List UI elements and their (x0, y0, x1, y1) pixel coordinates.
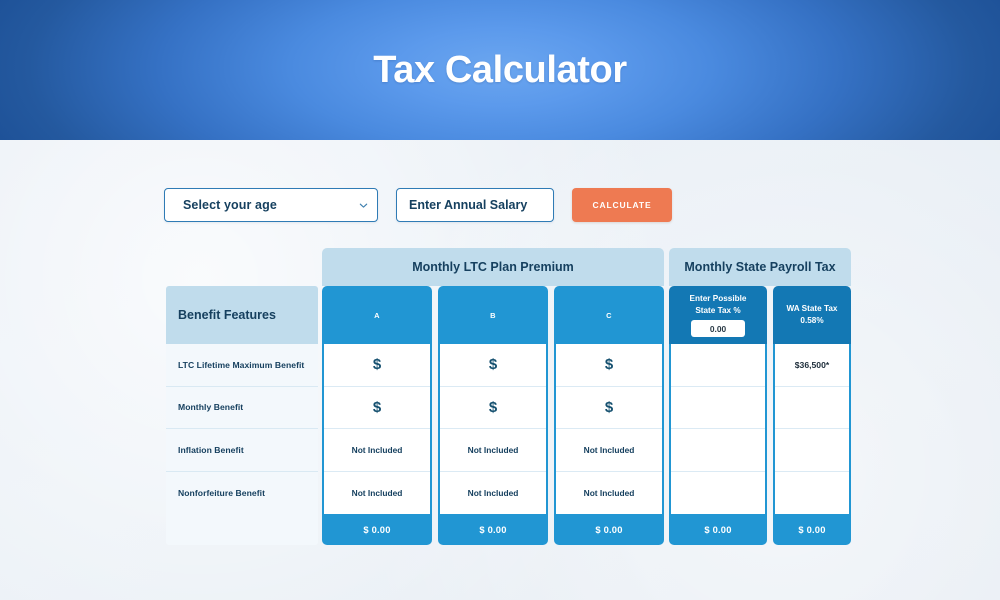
column-b-label: B (490, 310, 496, 320)
age-select-label: Select your age (183, 198, 277, 212)
column-wa-state-tax-title-line1: WA State Tax (786, 304, 838, 314)
cell-value: Not Included (467, 487, 519, 498)
cell-value: Not Included (467, 444, 519, 455)
group-header-label: Monthly State Payroll Tax (684, 260, 836, 274)
feature-label-column: Benefit Features LTC Lifetime Maximum Be… (166, 286, 318, 545)
table-row (775, 387, 849, 429)
column-wa-state-tax-body: $36,500* (773, 344, 851, 514)
column-wa-state-tax-total: $ 0.00 (773, 514, 851, 545)
group-monthly-ltc-plan-premium: Monthly LTC Plan Premium A $ (322, 248, 664, 545)
cell-value: Not Included (351, 487, 403, 498)
column-state-tax: Enter Possible State Tax % (669, 286, 767, 545)
table-row: Not Included (556, 429, 662, 472)
state-tax-percent-input[interactable] (691, 320, 745, 338)
feature-label: Monthly Benefit (178, 402, 244, 413)
table-row (671, 344, 765, 387)
column-wa-state-tax-header: WA State Tax 0.58% (773, 286, 851, 344)
table-row: Not Included (440, 429, 546, 472)
feature-label-list: LTC Lifetime Maximum Benefit Monthly Ben… (166, 344, 318, 514)
feature-column-header: Benefit Features (166, 286, 318, 344)
column-a-total: $ 0.00 (322, 514, 432, 545)
column-state-tax-title-line2: State Tax % (695, 305, 741, 315)
table-row: $ (440, 387, 546, 429)
column-a-header: A (322, 286, 432, 344)
list-item: Nonforfeiture Benefit (166, 472, 318, 515)
salary-input[interactable] (409, 198, 543, 212)
group-header-label: Monthly LTC Plan Premium (412, 260, 574, 274)
table-row (775, 472, 849, 515)
cell-value: $ (604, 398, 614, 416)
column-state-tax-header: Enter Possible State Tax % (669, 286, 767, 344)
page-banner: Tax Calculator (0, 0, 1000, 140)
cell-value: $ (372, 398, 382, 416)
column-b-header: B (438, 286, 548, 344)
column-a-body: $ $ Not Included Not Included (322, 344, 432, 514)
page-title: Tax Calculator (373, 48, 627, 91)
column-c: C $ $ Not Included (554, 286, 664, 545)
feature-column-header-label: Benefit Features (178, 308, 276, 322)
column-a: A $ $ Not Included (322, 286, 432, 545)
feature-label: LTC Lifetime Maximum Benefit (178, 359, 305, 370)
content-area: Select your age CALCULATE Benefit Featur… (0, 140, 1000, 600)
column-b-body: $ $ Not Included Not Included (438, 344, 548, 514)
column-state-tax-title-line1: Enter Possible (689, 293, 747, 303)
group-header-band: Monthly State Payroll Tax (669, 248, 851, 286)
cell-value: Not Included (351, 444, 403, 455)
list-item: Inflation Benefit (166, 429, 318, 472)
controls-row: Select your age CALCULATE (164, 188, 672, 222)
table-row: $ (556, 387, 662, 429)
total-value: $ 0.00 (479, 524, 507, 535)
column-state-tax-total: $ 0.00 (669, 514, 767, 545)
table-row: $ (324, 387, 430, 429)
list-item: Monthly Benefit (166, 387, 318, 429)
column-b: B $ $ Not Included (438, 286, 548, 545)
cell-value: $36,500* (794, 359, 830, 370)
table-row: Not Included (440, 472, 546, 515)
column-b-total: $ 0.00 (438, 514, 548, 545)
feature-label: Nonforfeiture Benefit (178, 487, 265, 498)
column-c-total: $ 0.00 (554, 514, 664, 545)
table-row: $ (440, 344, 546, 387)
list-item: LTC Lifetime Maximum Benefit (166, 344, 318, 387)
table-row: Not Included (324, 429, 430, 472)
cell-value: Not Included (583, 487, 635, 498)
column-wa-state-tax: WA State Tax 0.58% $36,500* (773, 286, 851, 545)
total-value: $ 0.00 (363, 524, 391, 535)
column-c-header: C (554, 286, 664, 344)
table-row (671, 472, 765, 515)
salary-field-wrapper[interactable] (396, 188, 554, 222)
chevron-down-icon (359, 201, 368, 210)
cell-value: $ (488, 398, 498, 416)
benefits-table: Benefit Features LTC Lifetime Maximum Be… (166, 248, 851, 545)
cell-value: $ (604, 356, 614, 374)
table-row (671, 429, 765, 472)
table-row: Not Included (324, 472, 430, 515)
column-state-tax-body (669, 344, 767, 514)
table-row: $ (556, 344, 662, 387)
group-monthly-state-payroll-tax: Monthly State Payroll Tax Enter Possible… (669, 248, 851, 545)
feature-column-footer (166, 514, 318, 545)
feature-label: Inflation Benefit (178, 444, 244, 455)
cell-value: Not Included (583, 444, 635, 455)
total-value: $ 0.00 (798, 524, 826, 535)
table-row (775, 429, 849, 472)
cell-value: $ (488, 356, 498, 374)
table-row: $36,500* (775, 344, 849, 387)
table-row: Not Included (556, 472, 662, 515)
table-row (671, 387, 765, 429)
total-value: $ 0.00 (595, 524, 623, 535)
column-wa-state-tax-title-line2: 0.58% (800, 316, 824, 325)
column-c-body: $ $ Not Included Not Included (554, 344, 664, 514)
age-select[interactable]: Select your age (164, 188, 378, 222)
column-c-label: C (606, 310, 612, 320)
cell-value: $ (372, 356, 382, 374)
calculate-button[interactable]: CALCULATE (572, 188, 672, 222)
column-a-label: A (374, 310, 380, 320)
group-header-band: Monthly LTC Plan Premium (322, 248, 664, 286)
table-row: $ (324, 344, 430, 387)
total-value: $ 0.00 (704, 524, 732, 535)
